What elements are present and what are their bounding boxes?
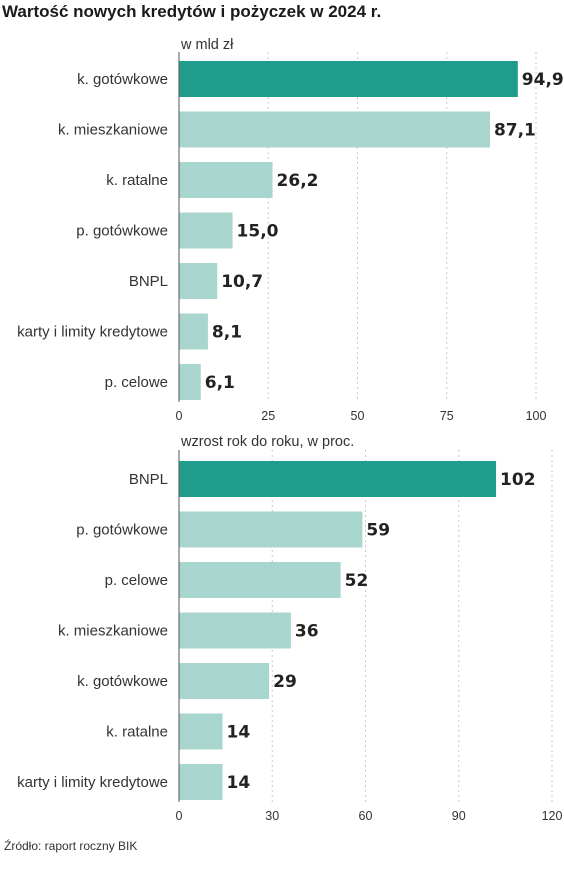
data-label: 8,1: [212, 323, 242, 343]
panel-subtitle: wzrost rok do roku, w proc.: [180, 434, 354, 450]
data-label: 29: [273, 672, 297, 692]
data-label: 94,9: [522, 70, 564, 90]
bar: [179, 562, 341, 598]
bar: [179, 612, 291, 649]
data-label: 59: [366, 521, 390, 541]
bar: [179, 162, 273, 198]
chart-title: Wartość nowych kredytów i pożyczek w 202…: [2, 2, 381, 21]
data-label: 36: [295, 622, 319, 642]
panel-loan-value: w mld zł 0 25 50 75 100 k. gotówkowe 94,9 k. mi…: [17, 37, 564, 423]
source-note: Źródło: raport roczny BIK: [4, 838, 137, 853]
x-tick-label: 90: [452, 809, 466, 823]
category-label: k. gotówkowe: [77, 71, 168, 88]
bar: [179, 663, 270, 699]
x-tick-label: 25: [261, 409, 275, 423]
bar: [179, 461, 497, 497]
data-label: 26,2: [277, 171, 319, 191]
category-label: karty i limity kredytowe: [17, 324, 168, 341]
category-label: k. mieszkaniowe: [58, 623, 168, 640]
category-label: BNPL: [129, 471, 168, 488]
x-tick-label: 100: [526, 409, 547, 423]
bar: [179, 111, 490, 148]
bar: [179, 263, 218, 299]
bar: [179, 313, 208, 350]
data-label: 10,7: [221, 272, 263, 292]
data-label: 14: [227, 773, 251, 793]
data-label: 102: [500, 470, 536, 490]
category-label: k. mieszkaniowe: [58, 122, 168, 139]
category-label: k. gotówkowe: [77, 673, 168, 690]
category-label: k. ratalne: [106, 172, 168, 189]
data-label: 6,1: [205, 373, 235, 393]
x-tick-label: 0: [176, 409, 183, 423]
data-label: 14: [227, 723, 251, 743]
category-label: p. celowe: [105, 374, 168, 391]
x-tick-label: 75: [440, 409, 454, 423]
category-label: p. gotówkowe: [76, 522, 168, 539]
category-label: BNPL: [129, 273, 168, 290]
bar: [179, 212, 233, 249]
data-label: 15,0: [237, 222, 279, 242]
data-label: 52: [345, 571, 369, 591]
bar: [179, 61, 518, 97]
panel-subtitle: w mld zł: [180, 37, 234, 53]
x-tick-label: 50: [351, 409, 365, 423]
panel-yoy-growth: wzrost rok do roku, w proc. 0 30 60 90 120 BN…: [17, 434, 562, 823]
category-label: k. ratalne: [106, 724, 168, 741]
bar: [179, 764, 223, 800]
x-tick-label: 0: [176, 809, 183, 823]
category-label: p. celowe: [105, 572, 168, 589]
x-tick-label: 30: [265, 809, 279, 823]
x-tick-label: 120: [542, 809, 563, 823]
bar: [179, 364, 201, 400]
category-label: p. gotówkowe: [76, 223, 168, 240]
category-label: karty i limity kredytowe: [17, 774, 168, 791]
bar: [179, 713, 223, 750]
bar: [179, 511, 363, 548]
data-label: 87,1: [494, 121, 536, 141]
x-tick-label: 60: [359, 809, 373, 823]
